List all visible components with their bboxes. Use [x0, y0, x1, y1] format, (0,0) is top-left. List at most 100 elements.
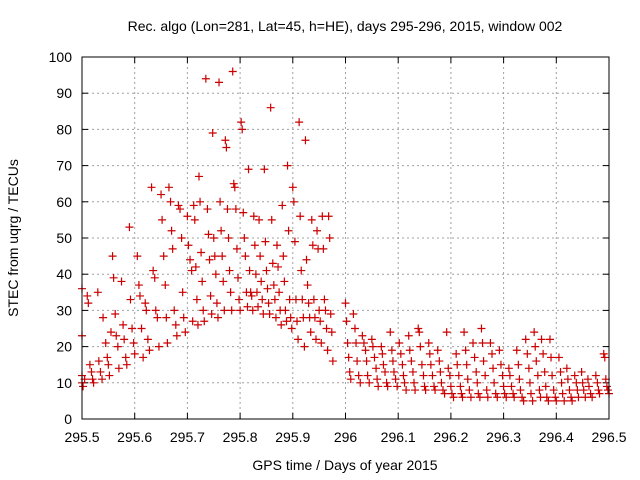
x-tick-label: 296.1: [381, 429, 416, 445]
data-point: [244, 165, 253, 174]
data-point: [549, 386, 558, 395]
data-point: [149, 266, 158, 275]
data-point: [527, 389, 536, 398]
data-point: [322, 324, 331, 333]
data-point: [280, 277, 289, 286]
data-point: [373, 375, 382, 384]
data-point: [267, 215, 276, 224]
data-point: [209, 234, 218, 242]
data-point: [405, 346, 414, 355]
data-point: [321, 306, 330, 315]
data-point: [493, 393, 502, 402]
data-point: [226, 288, 235, 297]
data-point: [231, 205, 240, 214]
data-point: [122, 360, 131, 369]
data-point: [295, 118, 304, 127]
x-tick-label: 296.4: [539, 429, 574, 445]
data-point: [535, 386, 544, 395]
data-point: [311, 335, 320, 344]
data-point: [114, 364, 123, 373]
data-point: [500, 389, 509, 398]
data-point: [417, 360, 426, 369]
data-point: [474, 389, 483, 398]
data-point: [440, 389, 449, 398]
data-point: [478, 338, 487, 347]
data-point: [372, 364, 381, 373]
data-point: [519, 396, 528, 405]
data-point: [196, 197, 205, 206]
data-point: [602, 382, 611, 391]
data-point: [507, 382, 516, 391]
data-point: [200, 317, 209, 326]
data-point: [233, 273, 242, 282]
data-point: [430, 382, 439, 391]
data-point: [581, 393, 590, 402]
data-point: [445, 371, 454, 380]
data-point: [247, 291, 256, 300]
data-point: [404, 331, 413, 340]
data-point: [227, 306, 236, 315]
data-point: [212, 299, 221, 308]
data-point: [210, 252, 219, 261]
data-point: [437, 378, 446, 387]
data-point: [262, 266, 271, 275]
data-point: [238, 125, 247, 134]
data-point: [515, 375, 524, 384]
data-point: [363, 371, 372, 380]
data-point: [88, 375, 97, 384]
y-tick-label: 70: [56, 158, 72, 174]
data-point: [414, 324, 423, 333]
data-point: [248, 306, 257, 315]
data-point: [352, 338, 361, 347]
data-point: [554, 353, 563, 362]
data-point: [89, 378, 98, 387]
data-point: [128, 324, 137, 333]
data-point: [120, 335, 129, 344]
data-point: [382, 378, 391, 387]
data-point: [101, 338, 110, 347]
data-point: [350, 324, 359, 333]
data-point: [551, 393, 560, 402]
data-point: [579, 386, 588, 395]
data-point: [586, 389, 595, 398]
data-point: [168, 244, 177, 253]
data-point: [94, 357, 103, 366]
data-point: [481, 371, 490, 380]
data-point: [249, 212, 258, 221]
data-point: [235, 295, 244, 304]
data-point: [577, 367, 586, 376]
data-point: [243, 302, 252, 311]
data-point: [460, 328, 469, 337]
data-point: [353, 357, 362, 366]
data-point: [563, 375, 572, 384]
data-point: [518, 393, 527, 402]
data-point: [181, 328, 190, 337]
data-point: [387, 346, 396, 355]
data-point: [164, 183, 173, 192]
data-point: [125, 223, 134, 232]
data-point: [482, 386, 491, 395]
data-point: [396, 349, 405, 358]
data-point: [179, 313, 188, 322]
data-point: [560, 396, 569, 405]
data-point: [499, 382, 508, 391]
data-point: [159, 252, 168, 261]
data-point: [304, 299, 313, 308]
data-point: [593, 378, 602, 387]
data-point: [147, 183, 156, 192]
data-point: [463, 375, 472, 384]
data-point: [112, 331, 121, 340]
y-tick-label: 80: [56, 121, 72, 137]
data-point: [565, 386, 574, 395]
data-point: [205, 255, 214, 264]
data-point: [288, 183, 297, 192]
data-point: [539, 349, 548, 358]
data-point: [416, 342, 425, 351]
data-point: [307, 215, 316, 224]
data-point: [359, 338, 368, 347]
data-point: [547, 353, 556, 362]
data-point: [444, 364, 453, 373]
data-point: [354, 371, 363, 380]
x-axis-label: GPS time / Days of year 2015: [252, 457, 437, 473]
data-point: [525, 378, 534, 387]
